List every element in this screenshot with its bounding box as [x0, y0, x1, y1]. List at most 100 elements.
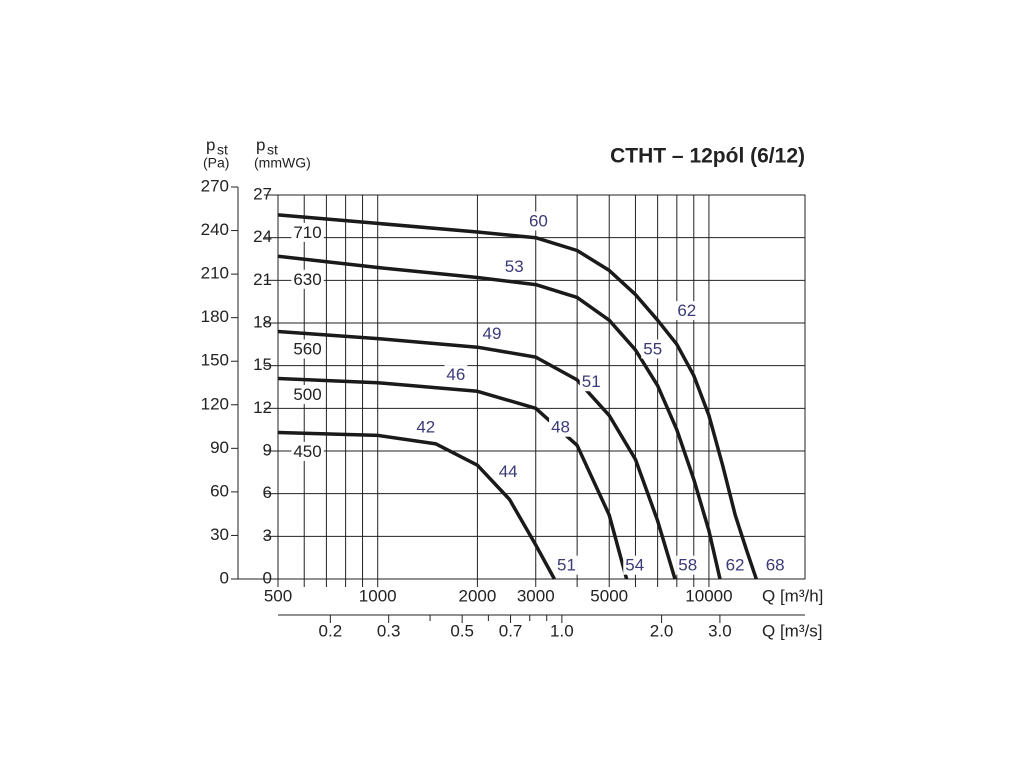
- curve-label-bg: [555, 555, 578, 575]
- x-axis-title: Q [m³/h]: [762, 586, 823, 605]
- series-name: 450: [293, 442, 321, 461]
- x-tick-label: 3000: [517, 586, 555, 605]
- y2-tick-label: 150: [201, 351, 229, 370]
- curve-label-bg: [526, 211, 550, 231]
- curve-label-bg: [763, 555, 787, 575]
- curve-label-group: 49: [480, 323, 504, 343]
- curve-label-bg: [676, 555, 700, 575]
- curve-label-group: 58: [676, 555, 700, 575]
- curve-label-group: 54: [623, 555, 647, 575]
- curve-label-group: 55: [641, 339, 665, 359]
- x-tick-label: 10000: [685, 586, 732, 605]
- series-name-group: 450: [291, 441, 324, 461]
- x-tick-label: 5000: [590, 586, 628, 605]
- fan-curve: [277, 376, 629, 580]
- y2-tick-label: 0: [220, 568, 229, 587]
- fan-curve: [277, 430, 556, 580]
- series-name-bg: [291, 385, 324, 405]
- x2-tick-label: 0.2: [319, 621, 343, 640]
- x-tick-label: 1000: [359, 586, 397, 605]
- curve-label-group: 46: [444, 365, 468, 385]
- series-name-bg: [291, 269, 324, 289]
- x2-tick-label: 0.3: [377, 621, 401, 640]
- y2-axis-subscript: st: [217, 142, 228, 158]
- curve-label-group: 44: [496, 461, 520, 481]
- y-tick-label: 9: [263, 440, 272, 459]
- y2-tick-label: 180: [201, 307, 229, 326]
- chart-title: CTHT – 12pól (6/12): [610, 145, 805, 168]
- y-axis-subscript: st: [267, 142, 278, 158]
- series-name-group: 630: [291, 269, 324, 289]
- y-tick-label: 6: [263, 483, 272, 502]
- curve-label: 58: [678, 556, 697, 575]
- y-tick-label: 24: [253, 227, 272, 246]
- fan-curve: [277, 254, 722, 580]
- y-tick-label: 3: [263, 526, 272, 545]
- curve-label-bg: [641, 339, 665, 359]
- curve-label-group: 53: [502, 257, 526, 277]
- series-name-bg: [291, 441, 324, 461]
- curve-label: 54: [625, 556, 644, 575]
- curve-label-group: 62: [675, 301, 699, 321]
- series-name-bg: [291, 339, 324, 359]
- curve-label-bg: [414, 417, 438, 437]
- curve-label: 42: [416, 418, 435, 437]
- y-tick-label: 27: [253, 184, 272, 203]
- series-name-group: 500: [291, 385, 324, 405]
- x2-tick-label: 1.0: [550, 621, 574, 640]
- x2-tick-label: 3.0: [708, 621, 732, 640]
- y2-tick-label: 30: [210, 525, 229, 544]
- curve-label: 62: [726, 556, 745, 575]
- fan-curve: [277, 213, 758, 580]
- curve-label-group: 42: [414, 417, 438, 437]
- series-name: 710: [293, 223, 321, 242]
- curve-label-bg: [723, 555, 747, 575]
- curve-label-group: 51: [579, 372, 603, 392]
- y-axis-unit: (mmWG): [254, 155, 311, 171]
- curve-label-group: 68: [763, 555, 787, 575]
- y-tick-label: 18: [253, 312, 272, 331]
- curve-label-group: 60: [526, 211, 550, 231]
- y2-tick-label: 90: [210, 438, 229, 457]
- curve-label: 55: [643, 340, 662, 359]
- series-name-group: 710: [291, 222, 324, 242]
- curve-label-bg: [496, 461, 520, 481]
- curve-label: 46: [446, 365, 465, 384]
- curve-label-bg: [623, 555, 647, 575]
- series-name-bg: [291, 222, 324, 242]
- curve-label-group: 62: [723, 555, 747, 575]
- y2-axis-symbol: p: [206, 135, 215, 154]
- y-tick-label: 21: [253, 270, 272, 289]
- y2-tick-label: 210: [201, 264, 229, 283]
- plot-frame: [277, 194, 806, 580]
- x2-tick-label: 2.0: [650, 621, 674, 640]
- curve-label-bg: [579, 372, 603, 392]
- x2-tick-label: 0.5: [450, 621, 474, 640]
- x2-tick-label: 0.7: [499, 621, 523, 640]
- fan-curve: [277, 329, 677, 580]
- y2-tick-label: 270: [201, 176, 229, 195]
- curve-label: 51: [557, 556, 576, 575]
- curve-label: 49: [483, 324, 502, 343]
- x2-axis-title: Q [m³/s]: [762, 621, 822, 640]
- curve-label: 60: [529, 212, 548, 231]
- y2-tick-label: 120: [201, 394, 229, 413]
- x-tick-label: 500: [264, 586, 292, 605]
- grid: [277, 194, 805, 580]
- curve-label-bg: [549, 417, 572, 437]
- curve-label: 44: [499, 462, 518, 481]
- curve-label-bg: [480, 323, 504, 343]
- curve-label: 48: [551, 418, 570, 437]
- curve-label: 68: [766, 556, 785, 575]
- curve-label: 53: [505, 257, 524, 276]
- y-axis-symbol: p: [256, 135, 265, 154]
- y-tick-label: 15: [253, 355, 272, 374]
- series-name: 630: [293, 270, 321, 289]
- y-tick-label: 0: [263, 568, 272, 587]
- y2-axis-unit: (Pa): [203, 155, 229, 171]
- curve-label: 51: [582, 372, 601, 391]
- x-tick-label: 2000: [459, 586, 497, 605]
- series-name: 500: [293, 385, 321, 404]
- curve-label-bg: [444, 365, 468, 385]
